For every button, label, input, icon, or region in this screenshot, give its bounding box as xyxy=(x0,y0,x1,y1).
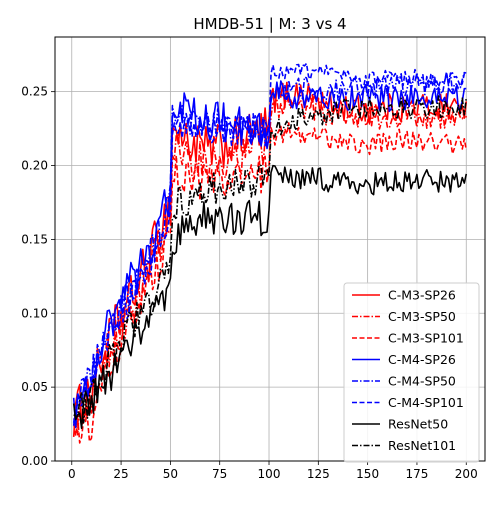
x-tick-label: 200 xyxy=(455,467,478,481)
x-tick-label: 50 xyxy=(163,467,178,481)
legend-label: ResNet50 xyxy=(388,417,448,432)
legend-label: C-M4-SP26 xyxy=(388,352,456,367)
x-tick-label: 0 xyxy=(68,467,76,481)
legend-label: C-M4-SP101 xyxy=(388,395,464,410)
x-tick-label: 150 xyxy=(356,467,379,481)
y-tick-label: 0.00 xyxy=(21,454,48,468)
legend-label: ResNet101 xyxy=(388,438,456,453)
series-line-c-m3-sp50 xyxy=(73,93,468,436)
axes: 0 25 50 75 100 125 150 175 200 0.00 0.05 0.10 0.15 0.… xyxy=(21,85,477,481)
y-tick-label: 0.10 xyxy=(21,306,48,320)
x-tick-label: 100 xyxy=(258,467,281,481)
y-tick-label: 0.15 xyxy=(21,232,48,246)
legend-box xyxy=(343,282,480,463)
series-line-resnet101 xyxy=(73,95,468,424)
y-tick-label: 0.05 xyxy=(21,380,48,394)
x-tick-label: 175 xyxy=(405,467,428,481)
series-line-resnet50 xyxy=(72,164,468,430)
x-tick-label: 25 xyxy=(113,467,128,481)
series-layer xyxy=(72,62,468,444)
series-line-c-m4-sp101 xyxy=(72,62,467,424)
y-tick-label: 0.20 xyxy=(21,159,48,173)
x-tick-label: 125 xyxy=(307,467,330,481)
legend-label: C-M3-SP50 xyxy=(388,309,456,324)
plot-frame xyxy=(54,36,486,462)
chart-title: HMDB-51 | M: 3 vs 4 xyxy=(193,15,346,33)
legend-label: C-M3-SP101 xyxy=(388,331,464,346)
y-tick-label: 0.25 xyxy=(21,85,48,99)
x-tick-label: 75 xyxy=(212,467,227,481)
legend-label: C-M3-SP26 xyxy=(388,288,456,303)
legend: C-M3-SP26 C-M3-SP50 C-M3-SP101 C-M4-SP26 C-M… xyxy=(343,282,480,463)
legend-label: C-M4-SP50 xyxy=(388,374,456,389)
